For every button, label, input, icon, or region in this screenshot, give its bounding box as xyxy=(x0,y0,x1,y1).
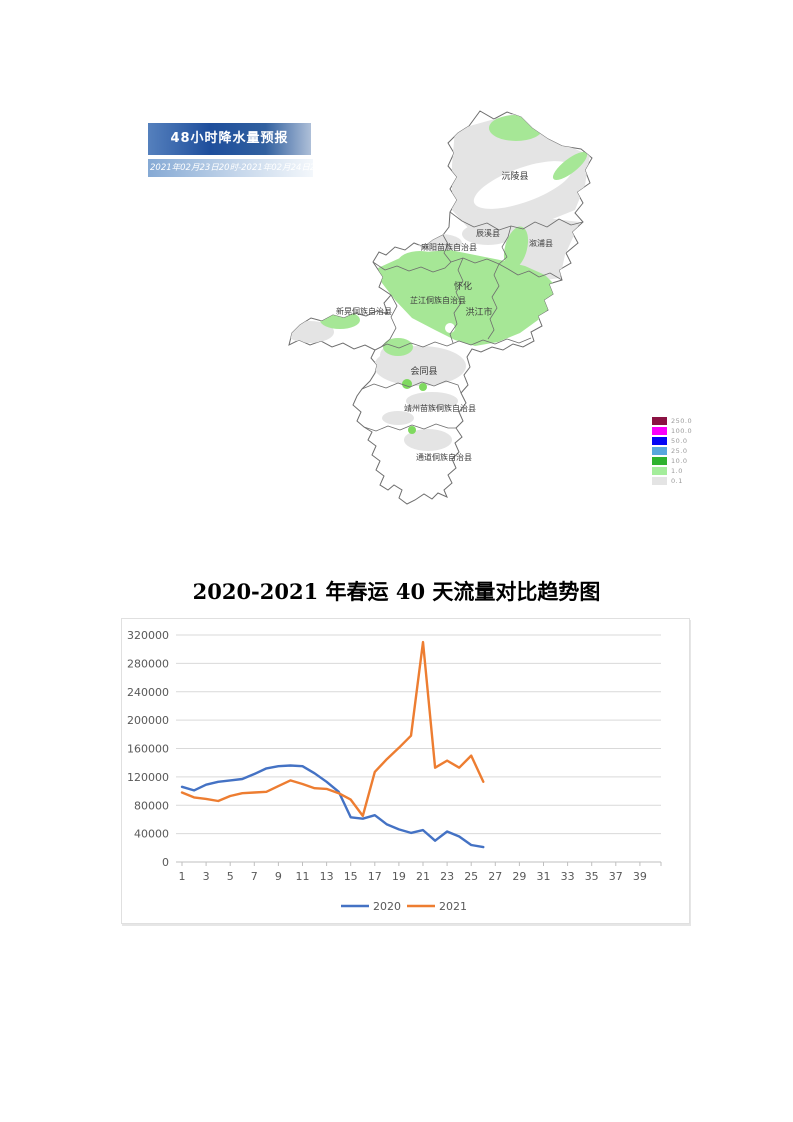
legend-value: 25.0 xyxy=(671,446,688,455)
y-axis-label: 0 xyxy=(162,856,169,869)
precipitation-map: 沅陵县 辰溪县 溆浦县 麻阳苗族自治县 怀化 芷江侗族自治县 新晃侗族自治县 洪… xyxy=(288,110,593,505)
legend-value: 0.1 xyxy=(671,476,683,485)
x-axis-label: 21 xyxy=(416,870,430,883)
map-county-label: 洪江市 xyxy=(465,306,492,318)
legend-row: 50.0 xyxy=(652,436,692,445)
legend-swatch-250 xyxy=(652,416,667,425)
x-axis-label: 5 xyxy=(227,870,234,883)
map-county-label: 新晃侗族自治县 xyxy=(336,306,392,316)
map-county-label: 麻阳苗族自治县 xyxy=(421,242,477,252)
y-axis-label: 120000 xyxy=(127,771,169,784)
y-axis-label: 320000 xyxy=(127,629,169,642)
chart-title: 2020-2021 年春运 40 天流量对比趋势图 xyxy=(192,579,601,604)
legend-value: 250.0 xyxy=(671,416,693,425)
legend-row: 250.0 xyxy=(652,416,692,425)
traffic-trend-chart: 0 40000 80000 120000 160000 200000 240000 28000… xyxy=(121,618,690,924)
rainfall-color-legend: 250.0 100.0 50.0 25.0 10.0 1.0 0.1 xyxy=(652,416,692,486)
x-axis-label: 3 xyxy=(203,870,210,883)
x-axis-label: 1 xyxy=(179,870,186,883)
y-axis-label: 240000 xyxy=(127,686,169,699)
rainfall-patches xyxy=(289,112,590,451)
chart-legend-label-2020: 2020 xyxy=(373,900,401,913)
legend-swatch-10 xyxy=(652,456,667,465)
precip-banner-title: 48小时降水量预报 xyxy=(148,123,311,155)
y-axis-label: 80000 xyxy=(134,799,169,812)
x-axis-label: 23 xyxy=(440,870,454,883)
legend-row: 100.0 xyxy=(652,426,692,435)
map-county-label: 怀化 xyxy=(454,280,472,292)
x-axis-label: 39 xyxy=(633,870,647,883)
x-axis-label: 31 xyxy=(537,870,551,883)
legend-row: 0.1 xyxy=(652,476,692,485)
map-county-label: 辰溪县 xyxy=(476,228,500,238)
map-county-label: 沅陵县 xyxy=(501,170,528,182)
y-axis-label: 200000 xyxy=(127,714,169,727)
x-axis-label: 27 xyxy=(488,870,502,883)
legend-swatch-25 xyxy=(652,446,667,455)
legend-value: 50.0 xyxy=(671,436,688,445)
legend-value: 1.0 xyxy=(671,466,683,475)
x-axis-label: 13 xyxy=(320,870,334,883)
y-axis-label: 160000 xyxy=(127,743,169,756)
legend-value: 100.0 xyxy=(671,426,693,435)
legend-swatch-50 xyxy=(652,436,667,445)
map-county-label: 溆浦县 xyxy=(529,238,553,248)
map-county-label: 通道侗族自治县 xyxy=(416,452,472,462)
x-axis-label: 11 xyxy=(296,870,310,883)
x-axis-label: 7 xyxy=(251,870,258,883)
x-axis-label: 35 xyxy=(585,870,599,883)
legend-row: 1.0 xyxy=(652,466,692,475)
x-axis-label: 15 xyxy=(344,870,358,883)
legend-swatch-1 xyxy=(652,466,667,475)
trend-chart-canvas: 0 40000 80000 120000 160000 200000 240000 28000… xyxy=(127,629,662,913)
x-axis-label: 29 xyxy=(512,870,526,883)
y-axis-label: 40000 xyxy=(134,828,169,841)
legend-row: 25.0 xyxy=(652,446,692,455)
x-axis-label: 25 xyxy=(464,870,478,883)
legend-swatch-100 xyxy=(652,426,667,435)
map-county-label: 靖州苗族侗族自治县 xyxy=(404,403,476,413)
x-axis-label: 37 xyxy=(609,870,623,883)
x-axis-label: 17 xyxy=(368,870,382,883)
map-county-label: 会同县 xyxy=(410,365,437,377)
legend-swatch-0.1 xyxy=(652,476,667,485)
county-boundaries xyxy=(361,211,584,432)
county-labels: 沅陵县 辰溪县 溆浦县 麻阳苗族自治县 怀化 芷江侗族自治县 新晃侗族自治县 洪… xyxy=(336,170,553,462)
precip-banner-daterange: 2021年02月23日20时-2021年02月24日20时 xyxy=(148,159,313,177)
legend-row: 10.0 xyxy=(652,456,692,465)
map-county-label: 芷江侗族自治县 xyxy=(410,295,466,305)
series-line-2020 xyxy=(180,764,485,849)
x-axis-label: 19 xyxy=(392,870,406,883)
x-axis-label: 33 xyxy=(561,870,575,883)
legend-value: 10.0 xyxy=(671,456,688,465)
y-axis-label: 280000 xyxy=(127,657,169,670)
chart-legend-label-2021: 2021 xyxy=(439,900,467,913)
x-axis-label: 9 xyxy=(275,870,282,883)
series-line-2021 xyxy=(180,640,485,818)
